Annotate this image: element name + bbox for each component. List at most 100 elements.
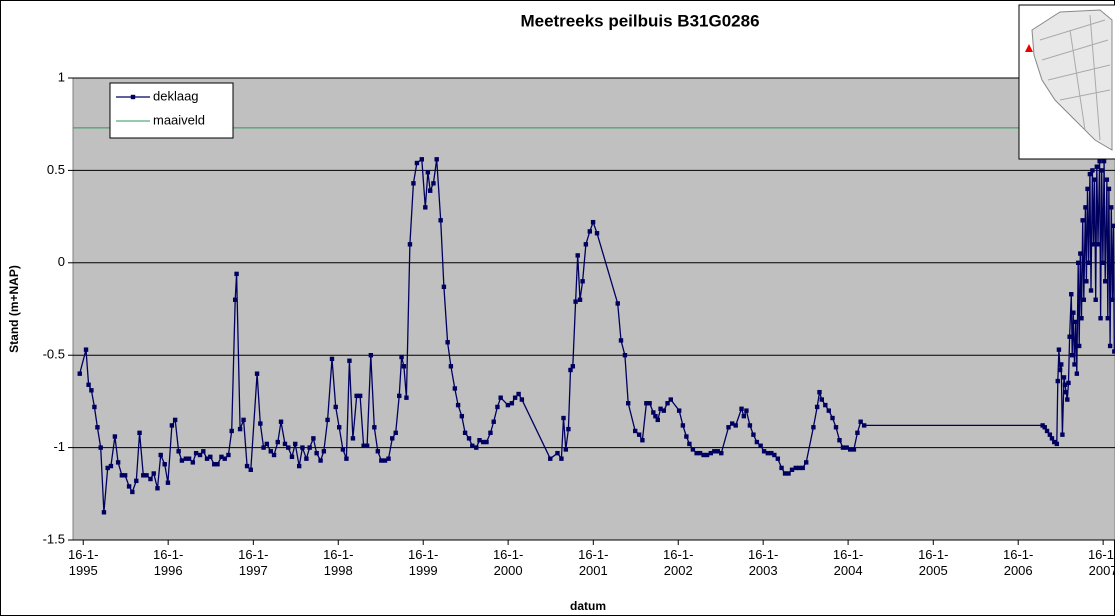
data-point	[583, 242, 589, 247]
data-point	[86, 382, 91, 387]
data-point	[1107, 343, 1113, 349]
x-tick-label: 16-1-2007	[1087, 547, 1115, 578]
data-point	[382, 458, 388, 463]
x-tick-label: 16-1-2002	[663, 547, 694, 578]
chart-title: Meetreeks peilbuis B31G0286	[520, 11, 759, 30]
data-point	[134, 478, 139, 484]
data-point	[1074, 371, 1080, 376]
data-point	[519, 397, 525, 402]
data-point	[708, 450, 714, 456]
data-point	[1072, 362, 1077, 367]
data-point	[566, 426, 571, 432]
data-point	[823, 402, 828, 408]
data-point	[590, 219, 596, 225]
data-point	[248, 467, 253, 472]
data-point	[676, 408, 682, 413]
data-point	[1042, 425, 1047, 430]
data-point	[212, 462, 217, 467]
data-point	[512, 395, 518, 400]
data-point	[425, 170, 431, 175]
legend-label: maaiveld	[153, 112, 205, 127]
data-point	[568, 367, 573, 373]
data-point	[658, 406, 663, 411]
data-point	[861, 423, 867, 428]
grid: -1.5 -1 -0.5 0 0.5 1	[43, 69, 1115, 546]
data-point	[204, 456, 210, 461]
y-axis-label: Stand (m+NAP)	[7, 265, 21, 353]
data-point	[300, 445, 305, 450]
data-point	[653, 413, 658, 419]
data-point	[261, 445, 266, 450]
data-point	[325, 417, 330, 423]
data-point	[95, 425, 100, 430]
data-point	[563, 447, 569, 452]
data-point	[1084, 279, 1089, 284]
data-point	[782, 471, 788, 476]
data-point	[655, 417, 660, 423]
data-point	[712, 449, 717, 454]
data-point	[747, 423, 753, 428]
data-point	[414, 160, 420, 166]
data-point	[488, 430, 493, 436]
data-point	[632, 428, 638, 434]
data-point	[800, 465, 805, 471]
data-point	[333, 404, 338, 410]
data-point	[404, 395, 409, 400]
data-point	[651, 410, 656, 415]
data-point	[817, 389, 822, 395]
data-point	[1063, 389, 1069, 395]
data-point	[701, 452, 706, 458]
data-point	[793, 465, 798, 471]
data-point	[1059, 362, 1064, 367]
data-point	[1092, 177, 1097, 182]
data-point	[108, 463, 114, 469]
data-point	[668, 397, 673, 402]
data-point	[105, 465, 110, 471]
data-point	[687, 441, 692, 447]
data-point	[459, 413, 465, 419]
data-point	[1098, 316, 1103, 321]
data-point	[555, 450, 560, 456]
data-point	[137, 430, 142, 436]
data-point	[183, 456, 189, 461]
data-point	[1093, 297, 1098, 302]
data-point	[130, 489, 135, 495]
data-point	[101, 510, 107, 515]
data-point	[618, 338, 624, 343]
data-point	[321, 449, 327, 454]
data-point	[1081, 297, 1087, 302]
data-point	[354, 393, 359, 399]
data-point	[704, 452, 710, 458]
data-point	[144, 473, 149, 478]
x-tick-label: 16-1-1997	[238, 547, 269, 578]
data-point	[741, 413, 747, 419]
data-point	[271, 452, 277, 458]
data-point	[455, 402, 461, 408]
data-point	[826, 408, 831, 413]
data-point	[1061, 375, 1067, 380]
data-point	[397, 393, 402, 399]
data-point	[179, 458, 185, 463]
legend-label: deklaag	[153, 88, 199, 103]
data-point	[789, 467, 795, 472]
data-point	[1057, 367, 1063, 373]
location-marker	[1025, 44, 1033, 52]
data-point	[661, 408, 667, 413]
data-point	[438, 218, 443, 223]
y-tick-label: -1.5	[43, 531, 65, 546]
data-point	[858, 419, 863, 424]
data-point	[1049, 436, 1055, 441]
data-point	[193, 450, 199, 456]
data-point	[293, 441, 298, 447]
data-point	[393, 430, 398, 436]
data-point	[730, 421, 735, 426]
x-tick-label: 16-1-2005	[918, 547, 949, 578]
data-point	[89, 388, 94, 393]
data-point	[197, 452, 203, 458]
data-point	[814, 404, 820, 410]
data-point	[837, 438, 842, 443]
data-point	[122, 473, 128, 478]
series-layer	[73, 127, 1115, 515]
x-tick-label: 16-1-2001	[578, 547, 609, 578]
data-point	[176, 449, 181, 454]
